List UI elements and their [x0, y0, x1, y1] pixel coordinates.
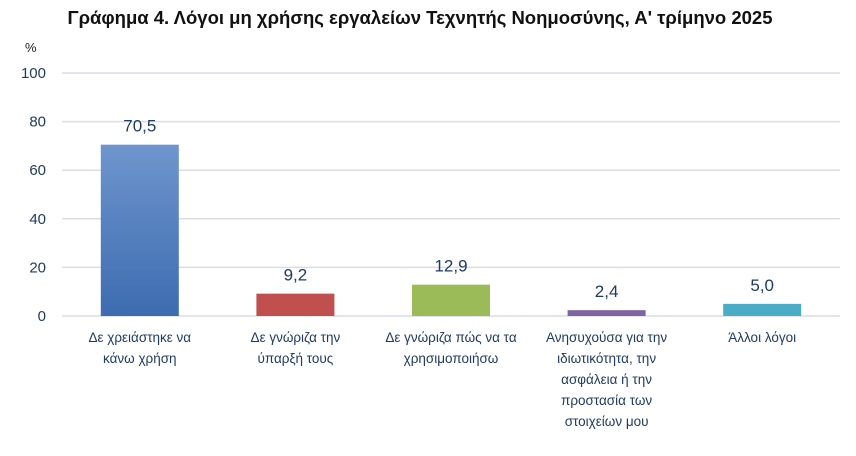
data-label: 12,9 — [434, 257, 467, 276]
data-label: 5,0 — [750, 276, 774, 295]
category-label: Δε χρειάστηκε να — [88, 330, 191, 345]
y-axis-label: % — [25, 40, 37, 55]
bar — [567, 310, 646, 316]
category-label: ιδιωτικότητα, την — [557, 351, 656, 366]
y-tick-label: 0 — [38, 308, 46, 325]
bar — [100, 144, 179, 316]
bar — [723, 303, 802, 316]
y-tick-label: 60 — [29, 162, 46, 179]
category-label: χρησιμοποιήσω — [404, 351, 499, 366]
category-label: Άλλοι λόγοι — [728, 330, 796, 345]
data-label: 70,5 — [123, 117, 156, 136]
y-tick-label: 40 — [29, 211, 46, 228]
category-label: Δε γνώριζα την — [251, 330, 341, 345]
category-label: στοιχείων μου — [565, 414, 649, 429]
bar — [412, 284, 490, 316]
bar — [256, 293, 335, 316]
chart-title: Γράφημα 4. Λόγοι μη χρήσης εργαλείων Τεχ… — [67, 7, 772, 28]
y-tick-label: 80 — [29, 114, 46, 131]
category-label: Ανησυχούσα για την — [546, 330, 667, 345]
category-label: προστασία των — [561, 393, 652, 408]
y-tick-label: 100 — [21, 65, 46, 82]
data-label: 2,4 — [595, 282, 619, 301]
category-label: ύπαρξή τους — [257, 351, 333, 366]
category-label: ασφάλεια ή την — [561, 372, 652, 387]
category-label: κάνω χρήση — [103, 351, 177, 366]
data-label: 9,2 — [284, 266, 308, 285]
category-label: Δε γνώριζα πώς να τα — [385, 330, 516, 345]
y-tick-label: 20 — [29, 259, 46, 276]
